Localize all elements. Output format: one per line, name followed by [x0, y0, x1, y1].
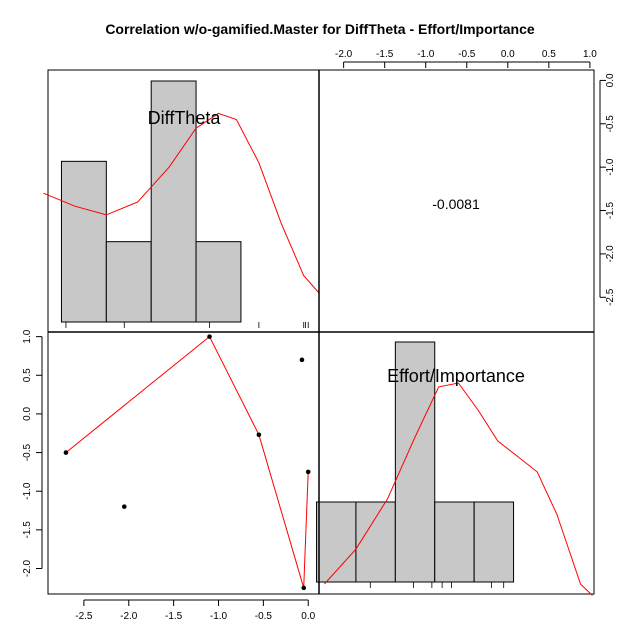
- histogram-bar: [60, 160, 107, 323]
- left-axis-tick-label: 0.5: [22, 368, 33, 382]
- right-axis-tick-label: -2.0: [605, 245, 616, 263]
- histogram-bar: [105, 241, 152, 323]
- panel-effort-histogram: Effort/Importance: [316, 331, 595, 596]
- left-axis-tick-label: 0.0: [22, 407, 33, 421]
- left-axis-tick-label: 1.0: [22, 329, 33, 343]
- top-axis-tick-label: 0.0: [501, 49, 515, 60]
- axes: -2.0 -1.5 -1.0 -0.5 0.0 0.5 1.0 -2.5 -2.0 -1.5 -1.…: [22, 49, 616, 622]
- right-axis-tick-label: -0.5: [605, 115, 616, 133]
- bottom-axis-tick-label: -2.0: [120, 611, 138, 622]
- scatter-point: [301, 585, 307, 591]
- histogram-bar: [355, 501, 396, 583]
- bottom-axis-tick-label: -1.0: [210, 611, 228, 622]
- top-axis-tick-label: 1.0: [583, 49, 597, 60]
- scatter-point: [207, 334, 212, 339]
- bottom-axis-tick-label: -2.5: [75, 611, 93, 622]
- histogram-bar: [394, 341, 436, 583]
- histogram-bar: [150, 80, 197, 323]
- left-axis-tick-label: -2.0: [22, 559, 33, 577]
- density-curve: [324, 382, 593, 596]
- histogram-bar: [473, 501, 515, 583]
- right-axis-tick-label: -2.5: [605, 288, 616, 306]
- variable-label: Effort/Importance: [387, 366, 525, 386]
- chart-title: Correlation w/o-gamified.Master for Diff…: [105, 21, 535, 37]
- top-axis-tick-label: 0.5: [542, 49, 556, 60]
- scatter-point: [299, 357, 305, 363]
- variable-label: DiffTheta: [148, 108, 222, 128]
- density-curve: [43, 112, 320, 294]
- scatter-point: [63, 450, 69, 455]
- top-axis-tick-label: -0.5: [458, 49, 476, 60]
- top-axis-tick-label: -2.0: [335, 49, 353, 60]
- correlation-value: -0.0081: [432, 196, 480, 212]
- left-axis-tick-label: -1.0: [22, 482, 33, 500]
- right-axis-tick-label: 0.0: [605, 73, 616, 87]
- left-axis-tick-label: -1.5: [22, 521, 33, 539]
- scatter-point: [121, 504, 127, 509]
- bottom-axis-tick-label: 0.0: [301, 611, 315, 622]
- smooth-line: [65, 335, 309, 588]
- panel-correlation-value: -0.0081: [318, 69, 595, 333]
- scatter-point: [256, 432, 262, 438]
- histogram-bar: [316, 501, 357, 583]
- right-axis-tick-label: -1.0: [605, 158, 616, 176]
- top-axis-tick-label: -1.0: [417, 49, 435, 60]
- histogram-bar: [434, 501, 475, 583]
- bottom-axis-tick-label: -1.5: [165, 611, 183, 622]
- panel-frame: [47, 331, 320, 595]
- bottom-axis-tick-label: -0.5: [255, 611, 273, 622]
- panel-scatter-plot: [47, 331, 320, 595]
- top-axis-tick-label: -1.5: [376, 49, 394, 60]
- panel-difftheta-histogram: DiffTheta: [43, 69, 320, 333]
- scatter-point: [305, 469, 311, 475]
- right-axis-tick-label: -1.5: [605, 201, 616, 219]
- left-axis-tick-label: -0.5: [22, 444, 33, 462]
- histogram-bar: [195, 241, 242, 323]
